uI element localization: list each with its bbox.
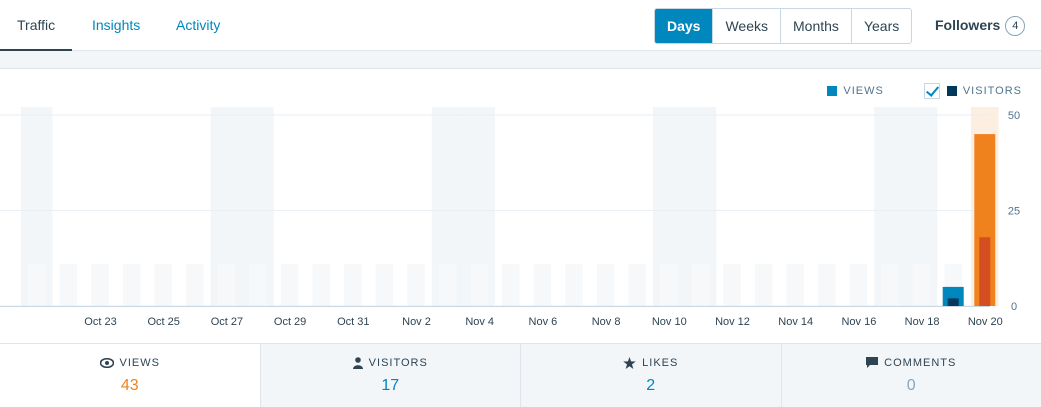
followers-count-badge: 4	[1005, 15, 1026, 36]
x-tick-label: Nov 12	[715, 316, 750, 328]
empty-column	[154, 264, 172, 306]
summary-visitors[interactable]: VISITORS 17	[259, 344, 521, 407]
summary-visitors-label: VISITORS	[368, 357, 428, 369]
empty-column	[628, 264, 646, 306]
empty-column	[91, 264, 109, 306]
summary-likes-label: LIKES	[642, 357, 679, 369]
legend-views: VIEWS	[827, 85, 883, 97]
followers-label: Followers	[935, 17, 1001, 33]
summary-comments-label: COMMENTS	[884, 357, 957, 369]
empty-column	[249, 264, 267, 306]
comment-icon	[866, 357, 879, 368]
period-months-button[interactable]: Months	[780, 9, 851, 43]
summary-views-value: 43	[120, 377, 139, 394]
empty-column	[754, 264, 773, 306]
legend-visitors-label: VISITORS	[962, 85, 1022, 97]
x-tick-label: Nov 6	[529, 316, 558, 328]
x-tick-label: Oct 31	[337, 316, 369, 328]
empty-column	[502, 264, 520, 306]
stats-summary: VIEWS 43 VISITORS 17 LIKES 2 COMMENTS 0	[0, 343, 1041, 407]
views-swatch	[827, 86, 838, 96]
empty-column	[912, 264, 931, 306]
summary-comments-label-row: COMMENTS	[782, 357, 1041, 369]
x-tick-label: Nov 14	[778, 316, 813, 328]
empty-column	[723, 264, 741, 306]
empty-column	[691, 264, 710, 306]
summary-visitors-label-row: VISITORS	[261, 357, 521, 369]
x-tick-label: Nov 8	[592, 316, 621, 328]
legend-views-label: VIEWS	[843, 85, 884, 97]
empty-column	[849, 264, 868, 306]
summary-views-label: VIEWS	[119, 357, 160, 369]
summary-comments[interactable]: COMMENTS 0	[780, 344, 1041, 407]
x-tick-label: Oct 25	[147, 316, 179, 328]
followers-link[interactable]: Followers 4	[935, 0, 1026, 51]
x-tick-label: Nov 4	[465, 316, 494, 328]
legend-visitors: VISITORS	[946, 85, 1022, 97]
x-tick-label: Oct 23	[84, 316, 116, 328]
x-tick-label: Nov 2	[402, 316, 431, 328]
x-tick-label: Oct 29	[274, 316, 306, 328]
empty-column	[533, 264, 552, 306]
empty-column	[186, 264, 204, 306]
empty-column	[786, 264, 804, 306]
visitors-bar	[947, 298, 959, 306]
empty-column	[280, 264, 299, 306]
visitors-checkbox[interactable]	[923, 83, 940, 99]
chart-legend: VIEWS VISITORS	[827, 83, 1022, 99]
tab-insights[interactable]: Insights	[92, 17, 141, 33]
x-tick-label: Nov 10	[652, 316, 687, 328]
empty-column	[59, 264, 78, 306]
summary-likes-value: 2	[646, 377, 656, 394]
empty-column	[122, 264, 141, 306]
empty-column	[596, 264, 615, 306]
empty-column	[375, 264, 394, 306]
empty-column	[407, 264, 425, 306]
visitors-bar	[979, 237, 991, 306]
x-tick-label: Nov 20	[968, 316, 1003, 328]
person-icon	[352, 357, 363, 369]
star-icon	[623, 357, 636, 369]
empty-column	[344, 264, 362, 306]
period-years-button[interactable]: Years	[850, 9, 911, 43]
summary-likes[interactable]: LIKES 2	[520, 344, 781, 407]
y-tick-label: 25	[1008, 206, 1020, 218]
section-nav: Traffic Insights Activity Days Weeks Mon…	[0, 0, 1041, 51]
summary-views[interactable]: VIEWS 43	[0, 344, 260, 407]
summary-visitors-value: 17	[381, 377, 400, 394]
x-tick-label: Nov 18	[905, 316, 940, 328]
period-days-button[interactable]: Days	[655, 9, 713, 43]
empty-column	[660, 264, 678, 306]
y-tick-label: 50	[1008, 110, 1020, 122]
period-selector: Days Weeks Months Years	[654, 8, 913, 44]
empty-column	[438, 264, 457, 306]
empty-column	[470, 264, 488, 306]
y-tick-label: 0	[1011, 301, 1017, 313]
visitors-swatch	[946, 86, 957, 96]
tab-activity[interactable]: Activity	[176, 17, 221, 33]
summary-likes-label-row: LIKES	[521, 357, 781, 369]
x-tick-label: Oct 27	[211, 316, 243, 328]
empty-column	[881, 264, 899, 306]
empty-column	[818, 264, 836, 306]
traffic-chart: 50 25 0 Oct 23 Oct 25 Oct 27 Oct 29 Oct 31 Nov 2…	[0, 107, 1020, 328]
summary-comments-value: 0	[906, 377, 916, 394]
tab-traffic[interactable]: Traffic	[0, 0, 73, 51]
period-weeks-button[interactable]: Weeks	[712, 9, 780, 43]
empty-column	[217, 264, 236, 306]
empty-column	[312, 264, 330, 306]
empty-column	[28, 264, 46, 306]
summary-views-label-row: VIEWS	[0, 357, 260, 369]
eye-icon	[99, 358, 114, 368]
x-tick-label: Nov 16	[841, 316, 876, 328]
empty-column	[565, 264, 583, 306]
